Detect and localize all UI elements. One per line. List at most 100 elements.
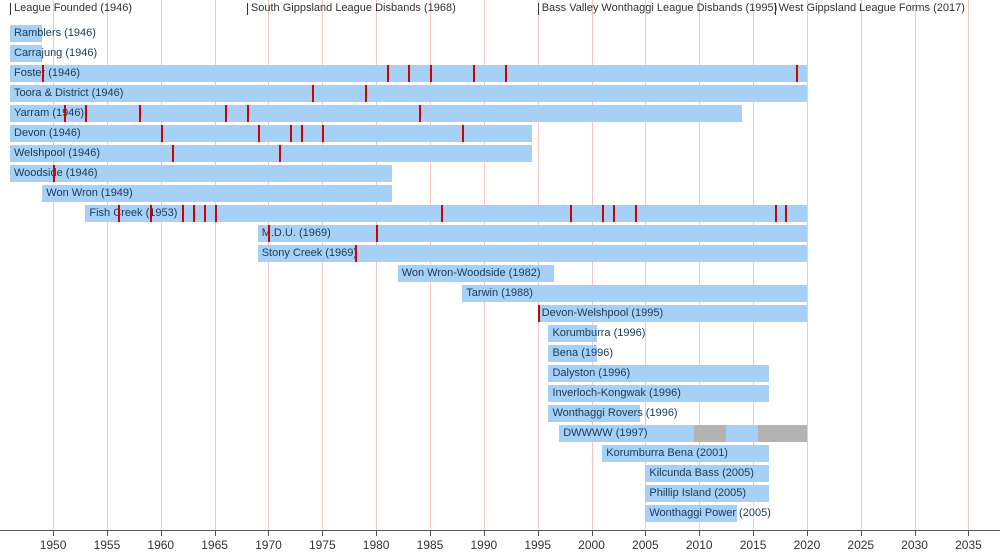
axis-tick-label: 2005 <box>632 538 659 552</box>
premiership-marker <box>279 145 281 162</box>
team-label: Devon-Welshpool (1995) <box>542 307 663 319</box>
team-bar: DWWWW (1997) <box>559 425 694 442</box>
premiership-marker <box>258 125 260 142</box>
event-tick <box>10 3 11 15</box>
premiership-marker <box>193 205 195 222</box>
team-label: Ramblers (1946) <box>14 27 96 39</box>
premiership-marker <box>322 125 324 142</box>
event-label: Bass Valley Wonthaggi League Disbands (1… <box>542 2 778 14</box>
axis-tick-label: 1960 <box>147 538 174 552</box>
premiership-marker <box>290 125 292 142</box>
premiership-marker <box>53 165 55 182</box>
team-bar: Tarwin (1988) <box>462 285 807 302</box>
axis-tick-label: 2020 <box>794 538 821 552</box>
premiership-marker <box>268 225 270 242</box>
team-label: Fish Creek (1953) <box>89 207 177 219</box>
team-bar: Won Wron-Woodside (1982) <box>398 265 554 282</box>
premiership-marker <box>613 205 615 222</box>
axis-tick-label: 2000 <box>578 538 605 552</box>
team-bar: Wonthaggi Rovers (1996) <box>548 405 640 422</box>
team-bar: Phillip Island (2005) <box>645 485 769 502</box>
team-bar: Woodside (1946) <box>10 165 392 182</box>
premiership-marker <box>775 205 777 222</box>
axis-tick-label: 2035 <box>955 538 982 552</box>
axis-tick-label: 1965 <box>201 538 228 552</box>
premiership-marker <box>64 105 66 122</box>
event-tick <box>775 3 776 15</box>
team-label: Inverloch-Kongwak (1996) <box>552 387 680 399</box>
team-bar <box>758 425 806 442</box>
team-label: Toora & District (1946) <box>14 87 123 99</box>
axis-tick-label: 1970 <box>255 538 282 552</box>
premiership-marker <box>301 125 303 142</box>
team-bar: Welshpool (1946) <box>10 145 532 162</box>
team-bar: Inverloch-Kongwak (1996) <box>548 385 769 402</box>
axis-tick-label: 1950 <box>40 538 67 552</box>
axis-tick-label: 1995 <box>524 538 551 552</box>
axis-tick-label: 1980 <box>363 538 390 552</box>
team-label: Won Wron-Woodside (1982) <box>402 267 541 279</box>
premiership-marker <box>796 65 798 82</box>
premiership-marker <box>538 305 540 322</box>
premiership-marker <box>365 85 367 102</box>
axis-tick-label: 1955 <box>94 538 121 552</box>
premiership-marker <box>355 245 357 262</box>
team-label: Foster (1946) <box>14 67 80 79</box>
team-bar: Stony Creek (1969) <box>258 245 807 262</box>
team-bar: Devon-Welshpool (1995) <box>538 305 807 322</box>
team-bar: Korumburra Bena (2001) <box>602 445 769 462</box>
axis-tick-label: 2015 <box>740 538 767 552</box>
gridline <box>807 0 808 530</box>
premiership-marker <box>473 65 475 82</box>
event-tick <box>247 3 248 15</box>
team-label: Dalyston (1996) <box>552 367 630 379</box>
team-label: Woodside (1946) <box>14 167 98 179</box>
team-label: Kilcunda Bass (2005) <box>649 467 754 479</box>
team-label: DWWWW (1997) <box>563 427 647 439</box>
team-bar <box>726 425 758 442</box>
premiership-marker <box>215 205 217 222</box>
team-label: Korumburra (1996) <box>552 327 645 339</box>
premiership-marker <box>462 125 464 142</box>
team-label: Yarram (1946) <box>14 107 84 119</box>
team-bar: Devon (1946) <box>10 125 532 142</box>
premiership-marker <box>161 125 163 142</box>
premiership-marker <box>42 65 44 82</box>
gridline <box>968 0 969 530</box>
axis-tick-label: 2010 <box>686 538 713 552</box>
team-bar: Korumburra (1996) <box>548 325 596 342</box>
premiership-marker <box>376 225 378 242</box>
premiership-marker <box>570 205 572 222</box>
team-bar: Dalyston (1996) <box>548 365 769 382</box>
team-label: M.D.U. (1969) <box>262 227 331 239</box>
premiership-marker <box>408 65 410 82</box>
axis-tick-label: 2025 <box>847 538 874 552</box>
team-bar: M.D.U. (1969) <box>258 225 807 242</box>
premiership-marker <box>172 145 174 162</box>
team-label: Carrajung (1946) <box>14 47 97 59</box>
premiership-marker <box>505 65 507 82</box>
premiership-marker <box>139 105 141 122</box>
premiership-marker <box>225 105 227 122</box>
axis-tick-label: 2030 <box>901 538 928 552</box>
team-label: Tarwin (1988) <box>466 287 533 299</box>
timeline-chart: 1950195519601965197019751980198519901995… <box>0 0 1000 555</box>
premiership-marker <box>635 205 637 222</box>
axis-tick-label: 1985 <box>417 538 444 552</box>
team-bar: Carrajung (1946) <box>10 45 42 62</box>
axis-tick-label: 1990 <box>470 538 497 552</box>
premiership-marker <box>602 205 604 222</box>
team-label: Stony Creek (1969) <box>262 247 357 259</box>
team-bar: Bena (1996) <box>548 345 596 362</box>
premiership-marker <box>204 205 206 222</box>
team-label: Won Wron (1949) <box>46 187 132 199</box>
team-bar <box>694 425 726 442</box>
event-tick <box>538 3 539 15</box>
premiership-marker <box>785 205 787 222</box>
team-label: Phillip Island (2005) <box>649 487 746 499</box>
team-label: Bena (1996) <box>552 347 613 359</box>
team-bar: Yarram (1946) <box>10 105 742 122</box>
team-bar: Ramblers (1946) <box>10 25 42 42</box>
team-bar: Kilcunda Bass (2005) <box>645 465 769 482</box>
premiership-marker <box>312 85 314 102</box>
